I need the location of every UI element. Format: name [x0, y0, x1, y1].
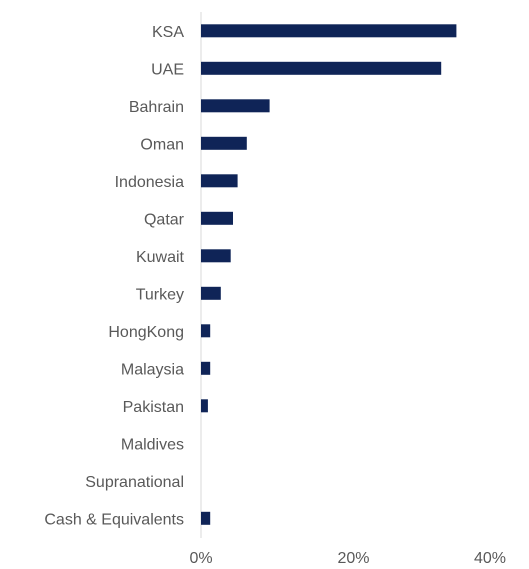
category-label: Turkey: [136, 286, 184, 303]
bars-group: [201, 24, 457, 525]
bar: [201, 511, 211, 525]
bar: [201, 136, 247, 150]
category-label: Pakistan: [123, 399, 184, 416]
category-label: UAE: [151, 61, 184, 78]
x-tick-label: 0%: [189, 550, 212, 567]
bar: [201, 399, 208, 413]
category-label: Bahrain: [129, 99, 184, 116]
category-label: Cash & Equivalents: [44, 511, 184, 528]
category-label: Qatar: [144, 211, 185, 228]
bar: [201, 99, 270, 113]
bar: [201, 211, 233, 225]
bar: [201, 286, 221, 300]
category-label: KSA: [152, 24, 184, 41]
bar: [201, 249, 231, 263]
bar: [201, 24, 457, 38]
x-tick-label: 20%: [337, 550, 369, 567]
category-label: Malaysia: [121, 361, 184, 378]
category-labels-group: KSA UAE Bahrain Oman Indonesia Qatar Kuwait Tur…: [44, 24, 185, 528]
category-label: Supranational: [85, 474, 184, 491]
category-label: Kuwait: [136, 249, 185, 266]
x-tick-label: 40%: [474, 550, 506, 567]
tick-labels-group: 0% 20% 40%: [189, 550, 506, 567]
bar: [201, 61, 442, 75]
category-label: HongKong: [108, 324, 184, 341]
bar: [201, 174, 238, 188]
bar: [201, 324, 211, 338]
bar: [201, 361, 211, 375]
category-label: Maldives: [121, 436, 184, 453]
category-label: Indonesia: [115, 174, 184, 191]
category-label: Oman: [140, 136, 184, 153]
